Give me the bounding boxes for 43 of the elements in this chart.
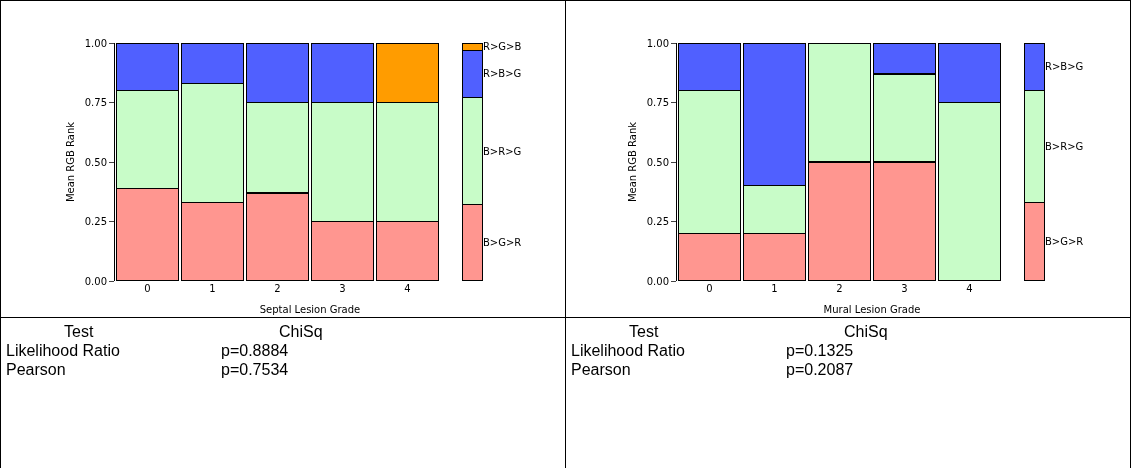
y-tick-label: 1.00: [646, 37, 669, 49]
text: p=0.1325: [786, 341, 855, 360]
text: p=0.7534: [221, 360, 290, 379]
text: Likelihood Ratio: [571, 341, 686, 360]
series-label: R>B>G: [483, 68, 522, 79]
text: Likelihood Ratio: [6, 341, 121, 360]
x-tick-label: 3: [901, 283, 908, 294]
x-tick-label: 0: [706, 283, 713, 294]
x-tick-label: 2: [274, 283, 281, 294]
series-label: B>G>R: [1045, 236, 1084, 247]
y-tick-label: 0.50: [646, 156, 669, 168]
y-tick-label: 1.00: [84, 37, 107, 49]
text: p=0.8884: [221, 341, 290, 360]
text: Pearson: [571, 360, 632, 379]
x-tick-label: 1: [209, 283, 216, 294]
text: p=0.2087: [786, 360, 855, 379]
x-axis-title: Mural Lesion Grade: [823, 303, 921, 315]
y-tick-label: 0.50: [84, 156, 107, 168]
text: Pearson: [6, 360, 67, 379]
y-axis-title: Mean RGB Rank: [64, 121, 76, 203]
series-label: B>G>R: [483, 237, 522, 248]
series-label: R>G>B: [483, 41, 522, 52]
text: Test: [628, 322, 660, 341]
y-tick-label: 0.25: [84, 216, 107, 227]
text: ChiSq: [843, 322, 889, 341]
y-tick-label: 0.00: [84, 275, 107, 287]
text: ChiSq: [278, 322, 324, 341]
x-tick-label: 4: [404, 283, 411, 294]
x-tick-label: 2: [836, 283, 843, 294]
x-tick-label: 0: [144, 283, 151, 294]
text: Test: [63, 322, 95, 341]
y-tick-label: 0.75: [84, 97, 107, 108]
y-tick-label: 0.00: [646, 275, 669, 287]
x-axis-title: Septal Lesion Grade: [259, 303, 361, 315]
y-axis-title: Mean RGB Rank: [626, 121, 638, 203]
series-label: B>R>G: [483, 146, 522, 157]
y-tick-label: 0.75: [646, 97, 669, 108]
series-label: B>R>G: [1045, 141, 1084, 152]
x-tick-label: 1: [771, 283, 778, 294]
y-tick-label: 0.25: [646, 216, 669, 227]
series-label: R>B>G: [1045, 61, 1084, 72]
x-tick-label: 3: [339, 283, 346, 294]
x-tick-label: 4: [966, 283, 973, 294]
